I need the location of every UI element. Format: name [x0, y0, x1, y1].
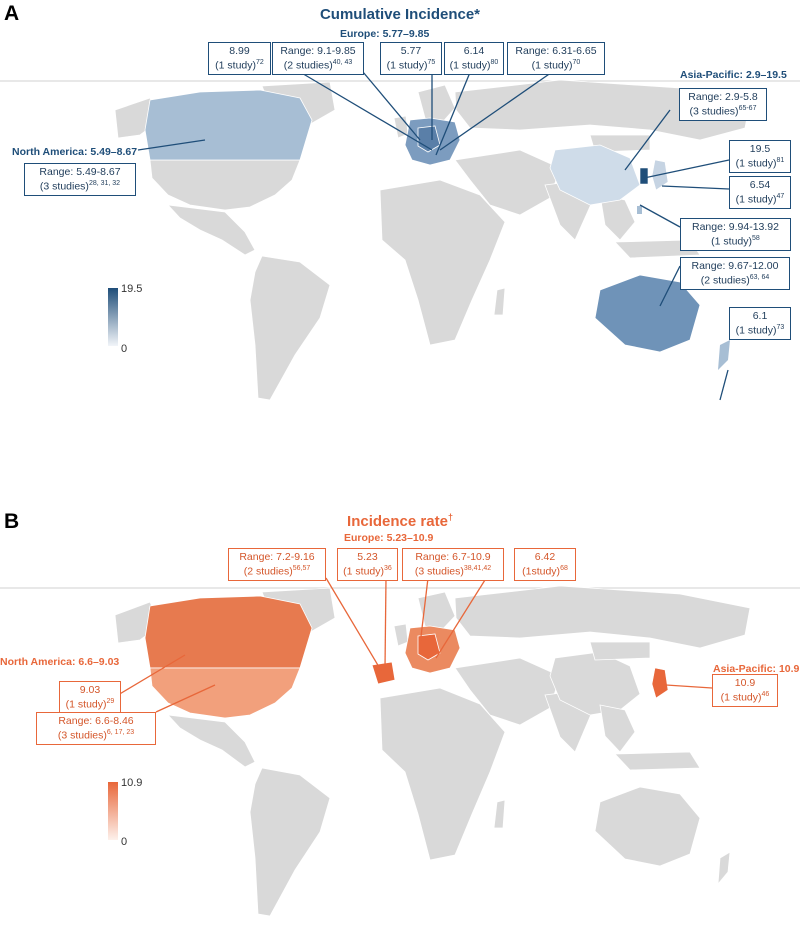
data-label: 8.99 (1 study)72 [208, 42, 271, 75]
title-dagger: † [447, 512, 453, 522]
country-canada-a [144, 89, 313, 161]
panel-a: A Cumulative Incidence* Europe: 5.77–9.8… [0, 0, 800, 420]
scale-max-b: 10.9 [121, 777, 143, 789]
data-label: Range: 9.67-12.00 (2 studies)63, 64 [680, 257, 790, 290]
world-map-b [0, 571, 800, 917]
data-label: Range: 2.9-5.8 (3 studies)65-67 [679, 88, 767, 121]
country-china-a [549, 144, 641, 206]
panel-title-a: Cumulative Incidence* [319, 6, 481, 23]
data-label: 6.14 (1 study)80 [444, 42, 504, 75]
data-label: Range: 6.7-10.9 (3 studies)38,41,42 [402, 548, 504, 581]
country-japan-b [651, 667, 669, 699]
data-label: Range: 7.2-9.16 (2 studies)56,57 [228, 548, 326, 581]
color-scale-a [108, 288, 118, 346]
region-label-na-a: North America: 5.49–8.67 [12, 146, 138, 158]
data-label: 6.42 (1study)68 [514, 548, 576, 581]
data-label: Range: 9.1-9.85 (2 studies)40, 43 [272, 42, 364, 75]
panel-letter-b: B [4, 510, 20, 533]
region-label-europe-b: Europe: 5.23–10.9 [344, 532, 434, 544]
data-label: Range: 6.31-6.65 (1 study)70 [507, 42, 605, 75]
data-label: Range: 9.94-13.92 (1 study)58 [680, 218, 791, 251]
country-canada-b [144, 595, 313, 669]
region-label-asia-a: Asia-Pacific: 2.9–19.5 [680, 69, 787, 81]
country-australia-a [594, 274, 701, 353]
country-korea-a [639, 167, 649, 185]
data-label: 6.54 (1 study)47 [729, 176, 791, 209]
data-label: 19.5 (1 study)81 [729, 140, 791, 173]
data-label: Range: 5.49-8.67 (3 studies)28, 31, 32 [24, 163, 136, 196]
world-map-a [0, 69, 800, 401]
data-label: 5.23 (1 study)36 [337, 548, 398, 581]
panel-letter-a: A [4, 2, 20, 25]
region-label-na-b: North America: 6.6–9.03 [0, 656, 120, 668]
data-label: Range: 6.6-8.46 (3 studies)6, 17, 23 [36, 712, 156, 745]
country-usa-b [149, 667, 301, 719]
panel-b: B Incidence rate† Europe: 5.23–10.9 Asia… [0, 500, 800, 936]
data-label: 6.1 (1 study)73 [729, 307, 791, 340]
scale-min-b: 0 [121, 836, 128, 848]
scale-min-a: 0 [121, 343, 128, 355]
data-label: 5.77 (1 study)75 [380, 42, 442, 75]
data-label: 10.9 (1 study)46 [712, 674, 778, 707]
scale-max-a: 19.5 [121, 283, 143, 295]
data-label: 9.03 (1 study)29 [59, 681, 121, 714]
region-label-asia-b: Asia-Pacific: 10.9 [713, 663, 800, 675]
region-label-europe-a: Europe: 5.77–9.85 [340, 28, 430, 40]
color-scale-b [108, 782, 118, 840]
panel-title-b: Incidence rate† [347, 512, 453, 530]
